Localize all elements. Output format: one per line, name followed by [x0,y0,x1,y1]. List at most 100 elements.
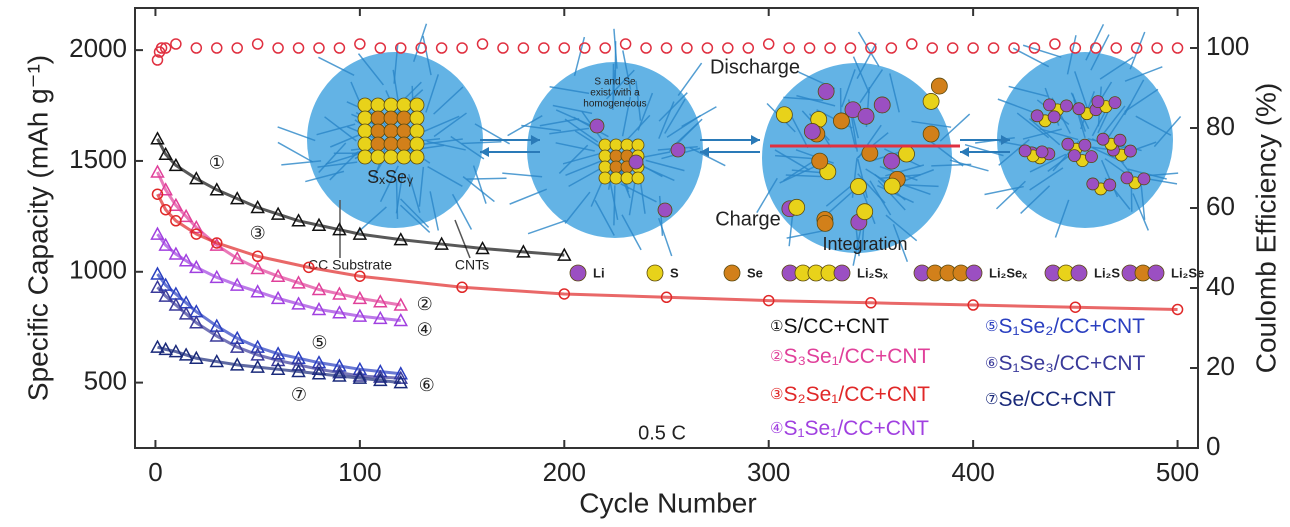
atom [1073,103,1085,115]
data-point [764,39,774,49]
legend-label: S₁Se₂/CC+CNT [998,315,1145,338]
atom [1079,139,1091,151]
curve-label: ⑦ [291,384,307,404]
atom [410,137,424,151]
data-point [784,43,794,53]
atom [632,139,644,151]
arrow-head [960,147,969,157]
pointer [455,220,470,258]
atom [884,153,900,169]
atom [384,98,398,112]
x-axis-label: Cycle Number [579,487,756,518]
atom [358,124,372,138]
inset-label: SₓSeᵧ [367,167,413,187]
atom [862,145,878,161]
atom [371,111,385,125]
data-point [805,43,815,53]
y-tick-label: 1500 [69,144,127,174]
atom [931,78,947,94]
y2-tick-label: 20 [1206,351,1235,381]
data-point [1173,43,1183,53]
inset-label: Integration [822,234,907,254]
data-point [334,43,344,53]
legend-entry: ⑤S₁Se₂/CC+CNT [985,315,1145,338]
inset-legend-label: Se [747,265,763,280]
cnt-fiber [467,178,507,179]
data-point [845,43,855,53]
atom [1062,138,1074,150]
rate-annotation: 0.5 C [638,422,686,444]
atom [384,124,398,138]
atom [1092,96,1104,108]
data-point [702,43,712,53]
inset-label: Discharge [710,56,800,78]
legend-label: S₁Se₃/CC+CNT [998,352,1145,375]
legend-entry: ⑥S₁Se₃/CC+CNT [985,352,1146,375]
curve-label: ⑤ [311,333,327,353]
atom [1121,172,1133,184]
inset-legend-label: Li [593,265,605,280]
atom [647,265,663,281]
atom [610,172,622,184]
x-tick-label: 500 [1156,457,1199,487]
atom [658,203,672,217]
data-point [212,43,222,53]
data-point [478,39,488,49]
atom [621,139,633,151]
data-point [437,43,447,53]
atom [610,150,622,162]
legend-number: ⑦ [985,391,998,408]
atom [358,137,372,151]
atom [804,123,820,139]
data-point [1152,43,1162,53]
data-point [151,133,163,144]
atom [1087,178,1099,190]
atom [599,139,611,151]
data-point [1111,43,1121,53]
data-point [989,43,999,53]
atom [358,98,372,112]
atom [724,265,740,281]
data-point [682,43,692,53]
atom [371,124,385,138]
atom [410,150,424,164]
atom [410,111,424,125]
data-point [191,43,201,53]
y-tick-label: 2000 [69,33,127,63]
y2-tick-label: 80 [1206,111,1235,141]
inset-legend-label: Li₂Se [1171,265,1204,280]
legend-label: Se/CC+CNT [998,388,1115,411]
legend-label: S/CC+CNT [783,315,889,338]
atom [1138,173,1150,185]
inset-note: S and Se [594,77,636,88]
data-point [927,43,937,53]
inset-label: CNTs [455,257,489,273]
atom [397,137,411,151]
arrow-head [751,135,760,145]
atom [1060,100,1072,112]
data-point [600,43,610,53]
curve-label: ① [209,153,225,173]
atom [1068,150,1080,162]
y2-tick-label: 40 [1206,271,1235,301]
atom [818,84,834,100]
y2-axis-label: Coulomb Efficiency (%) [1250,83,1281,373]
atom [629,155,643,169]
curve-label: ② [417,294,433,314]
inset-legend-label: Li₂Seₓ [989,265,1027,280]
curve-label: ③ [250,223,266,243]
atom [621,172,633,184]
atom [371,150,385,164]
legend-number: ⑤ [985,318,998,335]
data-point [518,43,528,53]
data-point [641,43,651,53]
atom [1124,145,1136,157]
atom [599,161,611,173]
atom [1085,151,1097,163]
inset-legend-label: S [670,265,679,280]
legend-label: S₃Se₁/CC+CNT [783,345,930,368]
atom [1097,133,1109,145]
x-tick-label: 400 [951,457,994,487]
atom [812,153,828,169]
legend-number: ③ [770,386,783,403]
